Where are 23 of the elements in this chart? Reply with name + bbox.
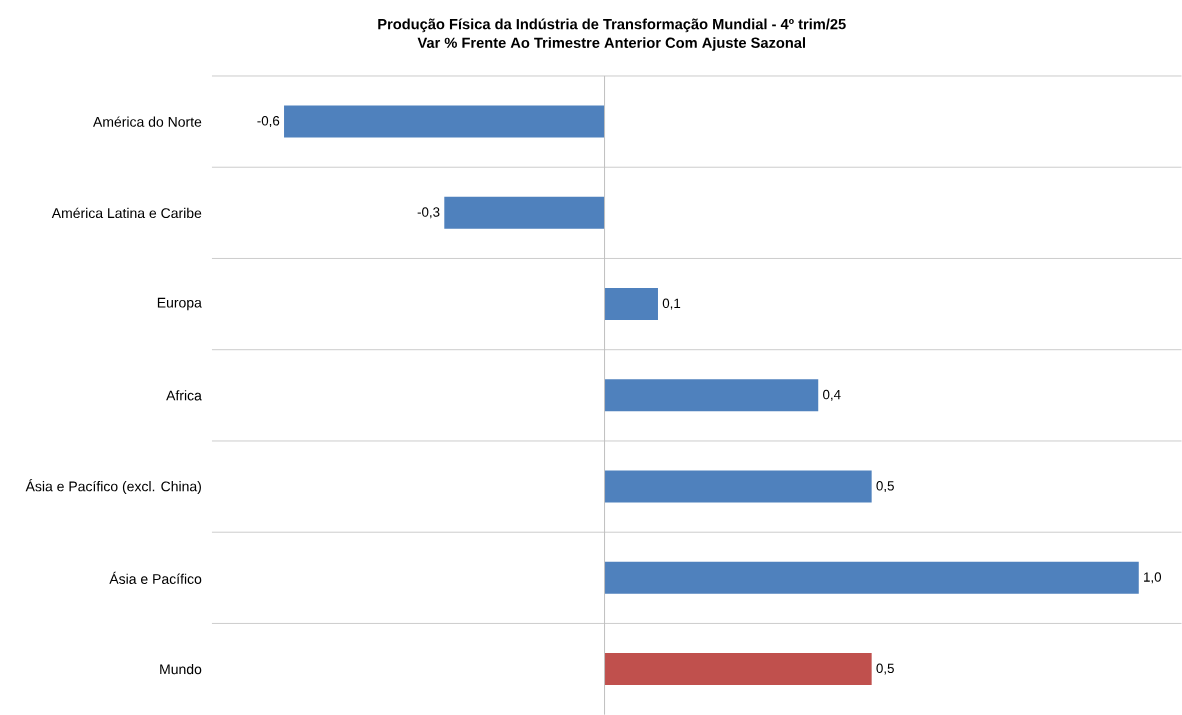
bar <box>604 652 872 685</box>
bar <box>604 379 819 412</box>
data-label: 0,5 <box>876 663 894 675</box>
data-label: 0,4 <box>823 389 841 401</box>
data-label: -0,3 <box>417 207 440 219</box>
data-label: 0,5 <box>876 480 894 492</box>
y-tick-label: Mundo <box>160 663 202 675</box>
bar <box>284 105 605 138</box>
bar <box>604 470 872 503</box>
chart-subtitle: Var % Frente Ao Trimestre Anterior Com Ajuste Sazonal <box>417 37 805 51</box>
y-tick-label: América Latina e Caribe <box>51 207 202 218</box>
y-tick-label: Ásia e Pacífico (excl. China) <box>25 478 201 495</box>
bar <box>604 288 658 320</box>
data-label: 1,0 <box>1144 572 1162 584</box>
data-label: 0,1 <box>662 298 681 310</box>
bar <box>604 561 1139 594</box>
chart-title: Produção Física da Indústria de Transformação Mundial - 4º trim/25 <box>378 18 846 33</box>
data-label: -0,6 <box>257 116 280 128</box>
y-tick-label: Ásia e Pacífico <box>109 571 202 584</box>
bar <box>444 196 605 229</box>
y-tick-label: Africa <box>166 390 202 401</box>
y-tick-label: América do Norte <box>93 116 202 127</box>
y-tick-label: Europa <box>157 297 202 311</box>
